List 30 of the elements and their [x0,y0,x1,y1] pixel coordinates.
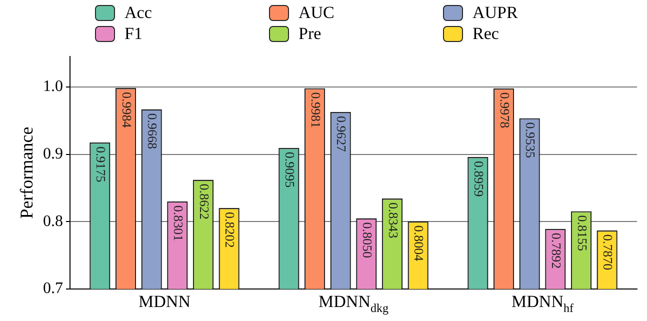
data-label: 0.9984 [119,92,134,128]
data-label: 0.8155 [574,215,590,251]
data-label: 0.9535 [523,122,538,158]
y-axis-title: Performance [16,126,37,219]
legend-label: AUPR [472,2,518,22]
data-label: 0.8343 [386,202,401,238]
data-label: 0.9978 [497,92,512,128]
data-label: 0.8301 [170,205,186,242]
data-label: 0.7892 [548,232,564,269]
legend-label: Acc [124,2,152,22]
y-tick-label: 0.8 [43,212,63,230]
data-label: 0.8622 [196,184,212,220]
data-label: 0.8004 [412,225,427,262]
y-tick-label: 0.9 [43,145,63,162]
data-label: 0.8959 [472,161,487,197]
data-label: 0.9627 [334,116,350,152]
legend-label: Rec [472,24,499,44]
data-label: 0.9175 [94,146,109,182]
x-tick-label: MDNN [138,292,190,311]
legend-label: AUC [298,2,334,22]
data-label: 0.9095 [282,152,298,188]
data-label: 0.7870 [600,234,616,270]
data-label: 0.8202 [222,212,238,248]
y-tick-label: 0.7 [43,280,63,298]
legend-label: Pre [298,24,322,44]
legend-label: F1 [124,24,142,44]
data-label: 0.8050 [360,222,375,258]
y-tick-label: 1.0 [43,78,63,96]
data-label: 0.9668 [145,113,160,150]
data-label: 0.9981 [308,92,324,128]
